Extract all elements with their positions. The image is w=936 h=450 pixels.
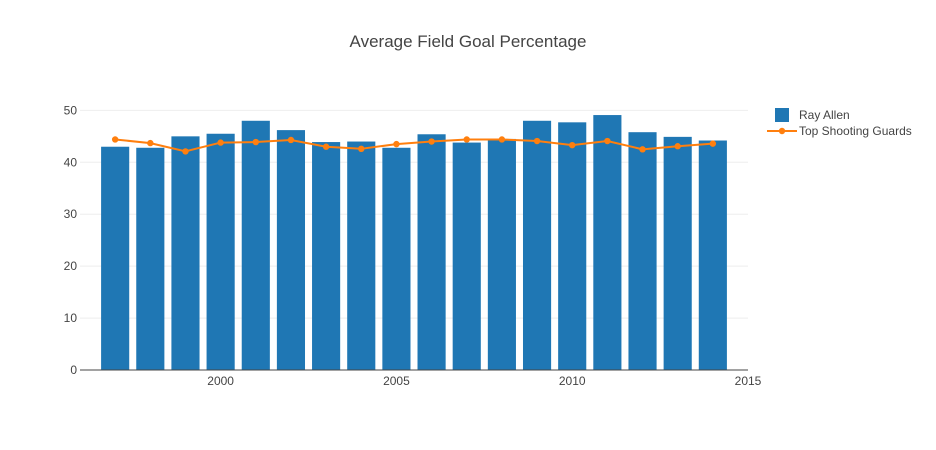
line-series (111, 136, 717, 155)
line-point (604, 137, 611, 145)
bar (522, 120, 552, 371)
bar (452, 142, 481, 370)
line-point (709, 140, 717, 147)
bar (417, 134, 446, 370)
x-tick-label: 2005 (383, 374, 410, 388)
line-point (639, 146, 646, 153)
line-point (393, 140, 400, 148)
line-point (217, 139, 224, 146)
bar (101, 146, 130, 370)
bar (698, 140, 727, 370)
bar (593, 115, 622, 370)
line-point (147, 139, 154, 147)
x-tick-label: 2015 (735, 374, 762, 388)
y-tick-label: 0 (70, 363, 77, 377)
bar (487, 138, 516, 370)
x-tick-label: 2000 (207, 374, 234, 388)
y-tick-label: 10 (64, 311, 78, 325)
line-point (111, 136, 119, 143)
legend-swatch-bar (775, 108, 789, 122)
x-tick-label: 2010 (559, 374, 586, 388)
line-point (533, 137, 541, 145)
line-point (322, 143, 330, 150)
y-tick-label: 40 (64, 155, 78, 169)
line-point (182, 148, 189, 155)
bar (663, 136, 692, 370)
line-point (463, 136, 470, 143)
bar (558, 122, 587, 370)
y-tick-label: 30 (64, 207, 78, 221)
series-line (115, 138, 713, 153)
bar (241, 120, 270, 371)
legend-label-bar: Ray Allen (799, 108, 850, 122)
chart-title: Average Field Goal Percentage (349, 32, 587, 51)
line-point (674, 143, 681, 150)
bar (136, 147, 165, 370)
y-tick-label: 50 (64, 103, 78, 117)
bar (312, 142, 341, 370)
line-point (287, 136, 295, 144)
y-tick-label: 20 (64, 259, 78, 273)
line-point (569, 141, 576, 149)
bar (171, 136, 200, 370)
bar (628, 132, 657, 370)
bar (382, 147, 411, 370)
legend-swatch-marker (778, 127, 786, 135)
line-point (498, 136, 506, 143)
axes: 0 10 20 30 40 50 2000 2005 2010 2015 (64, 103, 762, 388)
line-point (252, 138, 259, 146)
bar (276, 130, 306, 370)
legend-label-line: Top Shooting Guards (799, 124, 912, 138)
line-point (358, 145, 365, 153)
legend[interactable]: Ray Allen Top Shooting Guards (767, 108, 912, 138)
bar (206, 133, 235, 370)
bar (347, 141, 376, 370)
line-point (428, 138, 435, 145)
bar-series (101, 115, 727, 371)
